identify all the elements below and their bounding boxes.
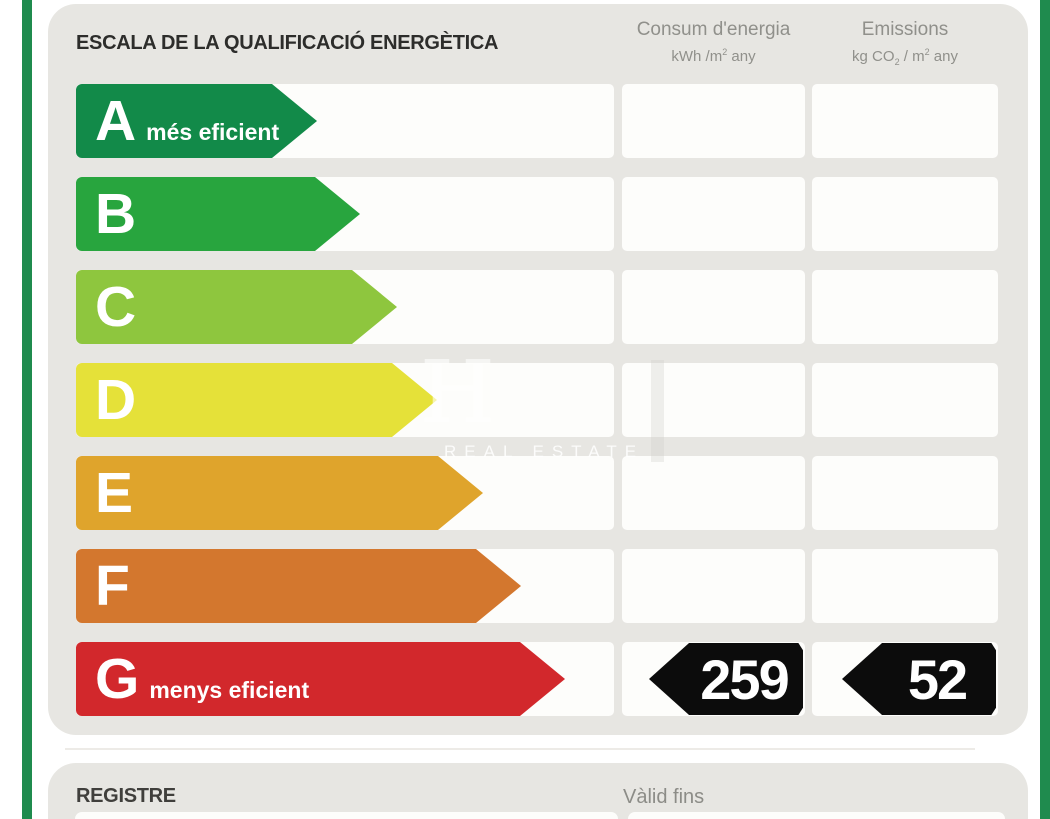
- emissions-column-title: Emissions: [861, 19, 949, 40]
- consum-cell: [622, 363, 805, 437]
- rating-letter: E: [95, 461, 134, 525]
- watermark-letter-fragment: [651, 360, 664, 462]
- rating-letter: A: [95, 89, 137, 153]
- consum-cell: [622, 177, 805, 251]
- emissions-cell: [812, 456, 998, 530]
- rating-arrow-e: E: [76, 456, 483, 530]
- consum-cell: 259: [622, 642, 805, 716]
- emissions-cell: [812, 549, 998, 623]
- consum-cell: [622, 456, 805, 530]
- scale-row-a: A més eficient: [48, 84, 1028, 158]
- emissions-cell: [812, 177, 998, 251]
- emissions-column-unit: kg CO2 / m2 any: [852, 47, 958, 67]
- consum-cell: [622, 270, 805, 344]
- valid-fins-value-box: [628, 812, 1005, 819]
- consum-column-header: Consum d'energia kWh /m2 any: [622, 18, 805, 67]
- emissions-column-header: Emissions kg CO2 / m2 any: [812, 18, 998, 72]
- rating-arrow-f: F: [76, 549, 521, 623]
- scale-row-g: 259 52 G menys eficient: [48, 642, 1028, 716]
- consum-cell: [622, 84, 805, 158]
- watermark-letter: H: [420, 343, 495, 443]
- scale-title: ESCALA DE LA QUALIFICACIÓ ENERGÈTICA: [76, 32, 499, 54]
- consum-column-unit: kWh /m2 any: [671, 47, 756, 65]
- rating-note: més eficient: [146, 119, 280, 145]
- rating-arrow-c: C: [76, 270, 397, 344]
- consum-value-badge: 259: [649, 643, 803, 715]
- rating-letter: B: [95, 182, 137, 246]
- rating-arrow-d: D: [76, 363, 437, 437]
- scale-row-f: F: [48, 549, 1028, 623]
- consum-value: 259: [700, 647, 789, 711]
- emissions-cell: [812, 363, 998, 437]
- right-green-stripe: [1040, 0, 1050, 819]
- rating-arrow-g: G menys eficient: [76, 642, 565, 716]
- rating-letter: D: [95, 368, 137, 432]
- consum-column-title: Consum d'energia: [636, 19, 791, 40]
- registre-panel: REGISTRE Vàlid fins: [48, 763, 1028, 819]
- scale-row-b: B: [48, 177, 1028, 251]
- registre-label: REGISTRE: [76, 785, 176, 807]
- energy-scale-panel: ESCALA DE LA QUALIFICACIÓ ENERGÈTICA Con…: [48, 4, 1028, 735]
- left-green-stripe: [22, 0, 32, 819]
- emissions-value: 52: [907, 647, 968, 711]
- rating-letter: C: [95, 275, 137, 339]
- emissions-cell: [812, 270, 998, 344]
- scale-row-e: E: [48, 456, 1028, 530]
- rating-arrow-b: B: [76, 177, 360, 251]
- emissions-value-badge: 52: [842, 643, 996, 715]
- scale-row-d: D: [48, 363, 1028, 437]
- emissions-cell: 52: [812, 642, 998, 716]
- rating-letter: G: [95, 647, 140, 711]
- watermark-caption: REAL ESTATE: [444, 442, 645, 461]
- section-divider: [65, 748, 975, 750]
- emissions-cell: [812, 84, 998, 158]
- rating-note: menys eficient: [149, 677, 310, 703]
- consum-cell: [622, 549, 805, 623]
- valid-fins-label: Vàlid fins: [623, 786, 705, 808]
- registre-value-box: [75, 812, 618, 819]
- rating-arrow-a: A més eficient: [76, 84, 317, 158]
- rating-letter: F: [95, 554, 130, 618]
- scale-row-c: C: [48, 270, 1028, 344]
